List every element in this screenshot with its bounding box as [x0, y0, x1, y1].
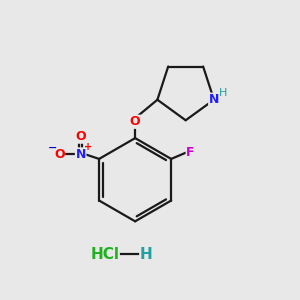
Text: N: N: [76, 148, 86, 161]
Text: H: H: [219, 88, 228, 98]
Text: F: F: [186, 146, 195, 160]
Text: H: H: [139, 247, 152, 262]
Text: O: O: [75, 130, 86, 143]
Text: O: O: [130, 115, 140, 128]
Text: N: N: [209, 93, 219, 106]
Text: +: +: [84, 142, 92, 152]
Text: −: −: [48, 143, 57, 153]
Text: O: O: [54, 148, 64, 161]
Text: HCl: HCl: [91, 247, 120, 262]
